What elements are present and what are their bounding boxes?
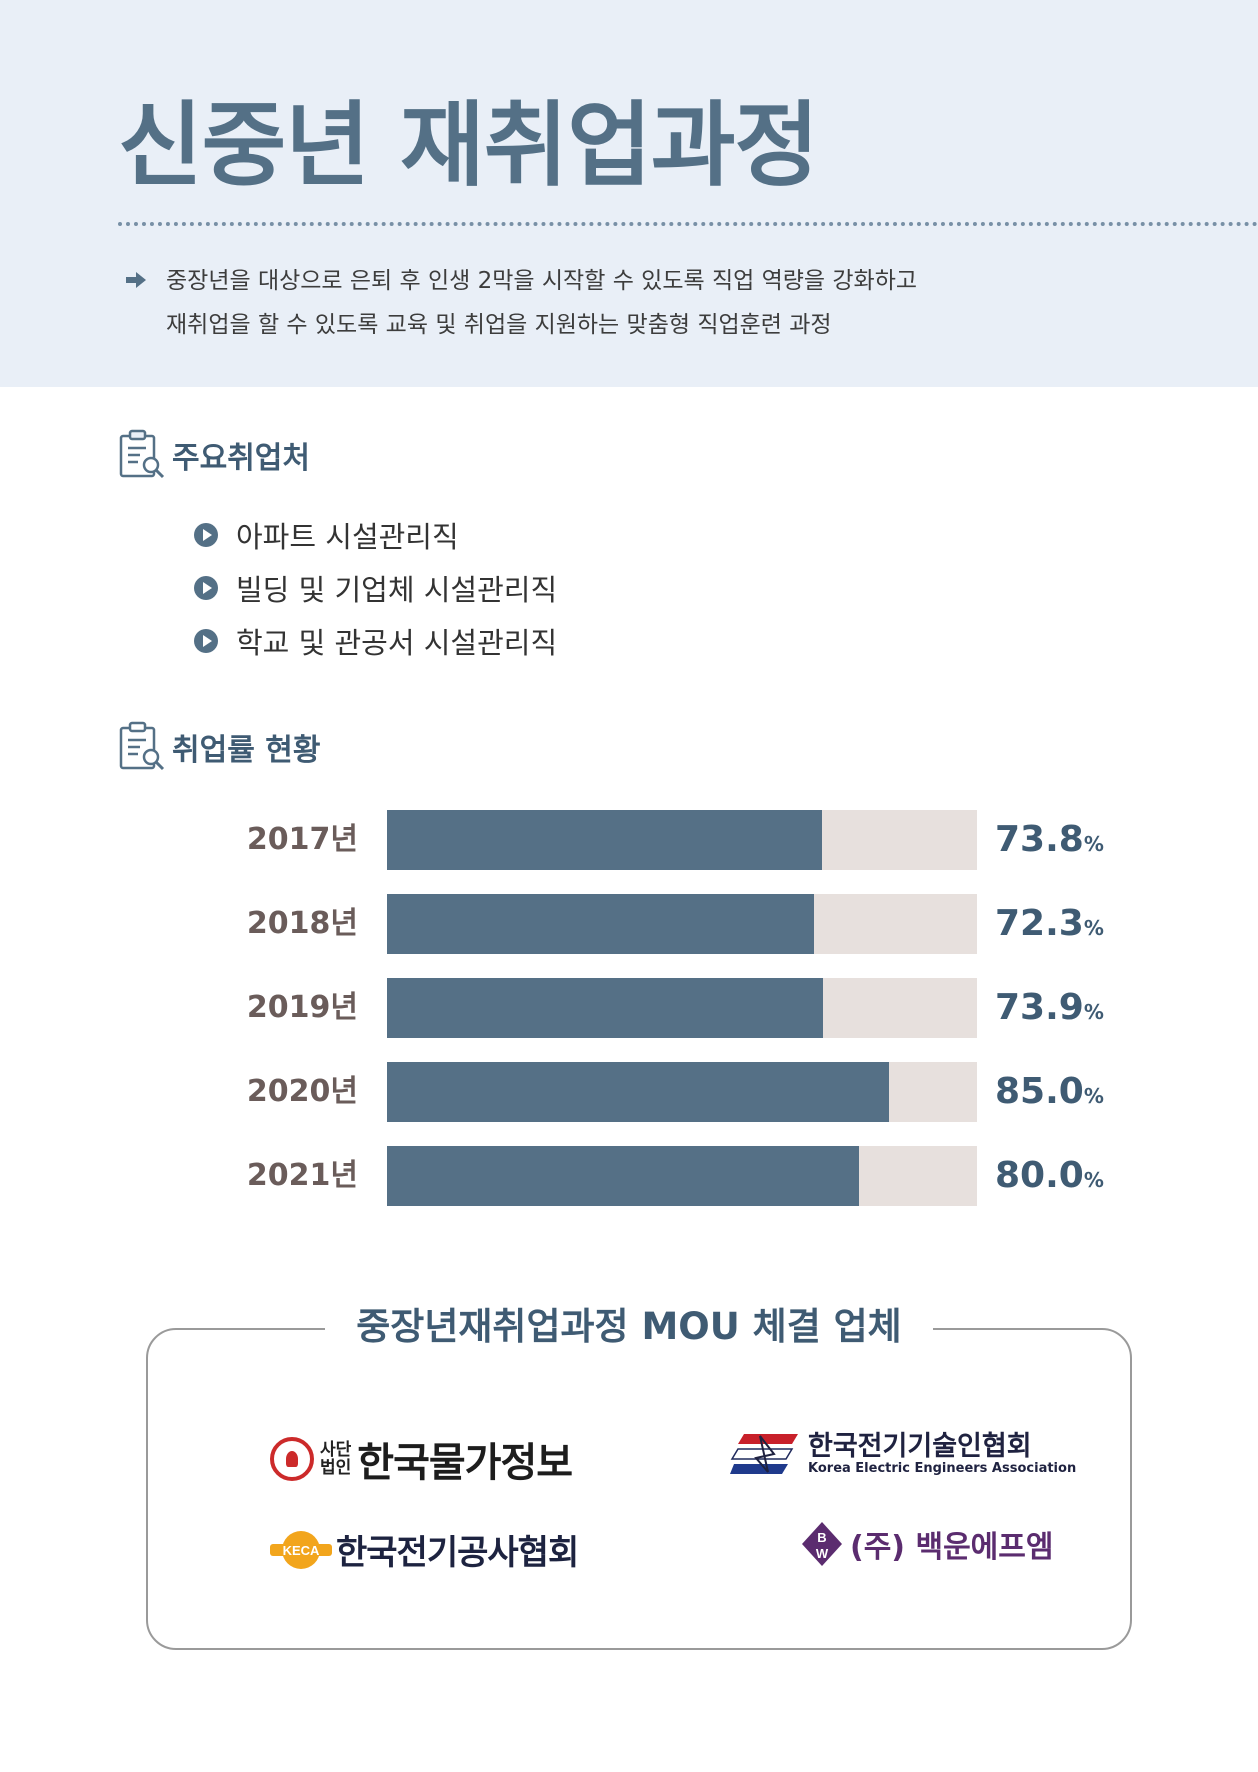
list-item-text: 학교 및 관공서 시설관리직 xyxy=(236,625,558,660)
chart-data-label: 72.3% xyxy=(995,894,1104,954)
chart-row: 2018년 72.3% xyxy=(240,894,1140,954)
baekun-emblem-letter: B xyxy=(817,1530,826,1545)
chart-unit: % xyxy=(1083,1168,1104,1192)
list-item: 빌딩 및 기업체 시설관리직 xyxy=(194,561,557,614)
section-employment-rate-heading: 취업률 현황 xyxy=(118,720,320,774)
chart-value: 85.0 xyxy=(995,1071,1084,1112)
partner-name: (주) 백운에프엠 xyxy=(850,1530,1054,1565)
mou-title: 중장년재취업과정 MOU 체결 업체 xyxy=(325,1304,933,1350)
clipboard-search-icon xyxy=(119,429,165,479)
price-association-emblem-icon xyxy=(270,1437,314,1481)
chart-bar-track xyxy=(387,1146,977,1206)
chart-category-label: 2018년 xyxy=(246,906,358,941)
list-item: 학교 및 관공서 시설관리직 xyxy=(194,614,557,667)
chart-row: 2019년 73.9% xyxy=(240,978,1140,1038)
intro-line: 중장년을 대상으로 은퇴 후 인생 2막을 시작할 수 있도록 직업 역량을 강… xyxy=(166,268,918,294)
chart-value: 72.3 xyxy=(995,903,1084,944)
chart-bar xyxy=(387,1062,889,1122)
section-employers-heading: 주요취업처 xyxy=(118,428,310,482)
chart-unit: % xyxy=(1083,916,1104,940)
partner-name: 한국전기공사협회 xyxy=(336,1533,579,1573)
electric-engineers-emblem-icon xyxy=(730,1434,798,1474)
chart-data-label: 73.8% xyxy=(995,810,1104,870)
partner-logo-price-info: 사단 법인 한국물가정보 xyxy=(270,1430,573,1488)
baekun-emblem-letter: W xyxy=(816,1546,829,1561)
chart-category-label: 2020년 xyxy=(246,1074,358,1109)
partner-name: 한국전기기술인협회 xyxy=(808,1431,1032,1462)
keca-emblem-icon: KECA xyxy=(270,1530,332,1569)
chart-row: 2017년 73.8% xyxy=(240,810,1140,870)
header-band: 신중년 재취업과정 중장년을 대상으로 은퇴 후 인생 2막을 시작할 수 있도… xyxy=(0,0,1258,387)
page-title: 신중년 재취업과정 xyxy=(118,92,819,199)
mou-partners-box xyxy=(146,1328,1132,1650)
chart-value: 80.0 xyxy=(995,1155,1084,1196)
section-employment-rate-title: 취업률 현황 xyxy=(172,733,321,768)
list-item-text: 아파트 시설관리직 xyxy=(236,519,459,554)
chart-data-label: 85.0% xyxy=(995,1062,1104,1122)
chart-row: 2021년 80.0% xyxy=(240,1146,1140,1206)
list-item-text: 빌딩 및 기업체 시설관리직 xyxy=(236,572,558,607)
chart-category-label: 2021년 xyxy=(246,1158,358,1193)
chart-bar-track xyxy=(387,1062,977,1122)
partner-logo-small-text: 사단 xyxy=(320,1440,352,1460)
chart-unit: % xyxy=(1083,1084,1104,1108)
play-bullet-icon xyxy=(194,522,218,547)
chart-bar-track xyxy=(387,978,977,1038)
clipboard-search-icon xyxy=(119,721,165,771)
dotted-divider xyxy=(118,222,1258,226)
partner-logo-baekun-fm: B W (주) 백운에프엠 xyxy=(802,1522,1053,1566)
chart-category-label: 2019년 xyxy=(246,990,358,1025)
intro-text: 중장년을 대상으로 은퇴 후 인생 2막을 시작할 수 있도록 직업 역량을 강… xyxy=(126,259,917,347)
chart-bar xyxy=(387,810,823,870)
intro-line: 재취업을 할 수 있도록 교육 및 취업을 지원하는 맞춤형 직업훈련 과정 xyxy=(166,312,832,338)
chart-unit: % xyxy=(1083,832,1104,856)
chart-bar xyxy=(387,978,823,1038)
chart-unit: % xyxy=(1083,1000,1104,1024)
chart-bar-track xyxy=(387,810,977,870)
arrow-right-icon xyxy=(126,272,146,288)
partner-logo-electrical-contractors: KECA 한국전기공사협회 xyxy=(270,1525,579,1574)
list-item: 아파트 시설관리직 xyxy=(194,508,557,561)
baekun-emblem-icon: B W xyxy=(802,1522,842,1566)
play-bullet-icon xyxy=(194,628,218,653)
chart-row: 2020년 85.0% xyxy=(240,1062,1140,1122)
employer-list: 아파트 시설관리직 빌딩 및 기업체 시설관리직 학교 및 관공서 시설관리직 xyxy=(194,508,557,667)
section-employers-title: 주요취업처 xyxy=(172,441,310,476)
chart-bar xyxy=(387,894,814,954)
partner-english-name: Korea Electric Engineers Association xyxy=(808,1461,1077,1476)
chart-bar xyxy=(387,1146,859,1206)
svg-text:KECA: KECA xyxy=(283,1543,320,1558)
chart-value: 73.9 xyxy=(995,987,1084,1028)
chart-data-label: 80.0% xyxy=(995,1146,1104,1206)
chart-value: 73.8 xyxy=(995,819,1084,860)
partner-logo-small-text: 법인 xyxy=(320,1458,352,1478)
partner-name: 한국물가정보 xyxy=(357,1440,573,1486)
chart-data-label: 73.9% xyxy=(995,978,1104,1038)
play-bullet-icon xyxy=(194,575,218,600)
partner-logo-electric-engineers: 한국전기기술인협회 Korea Electric Engineers Assoc… xyxy=(730,1432,1076,1476)
chart-bar-track xyxy=(387,894,977,954)
chart-category-label: 2017년 xyxy=(246,822,358,857)
